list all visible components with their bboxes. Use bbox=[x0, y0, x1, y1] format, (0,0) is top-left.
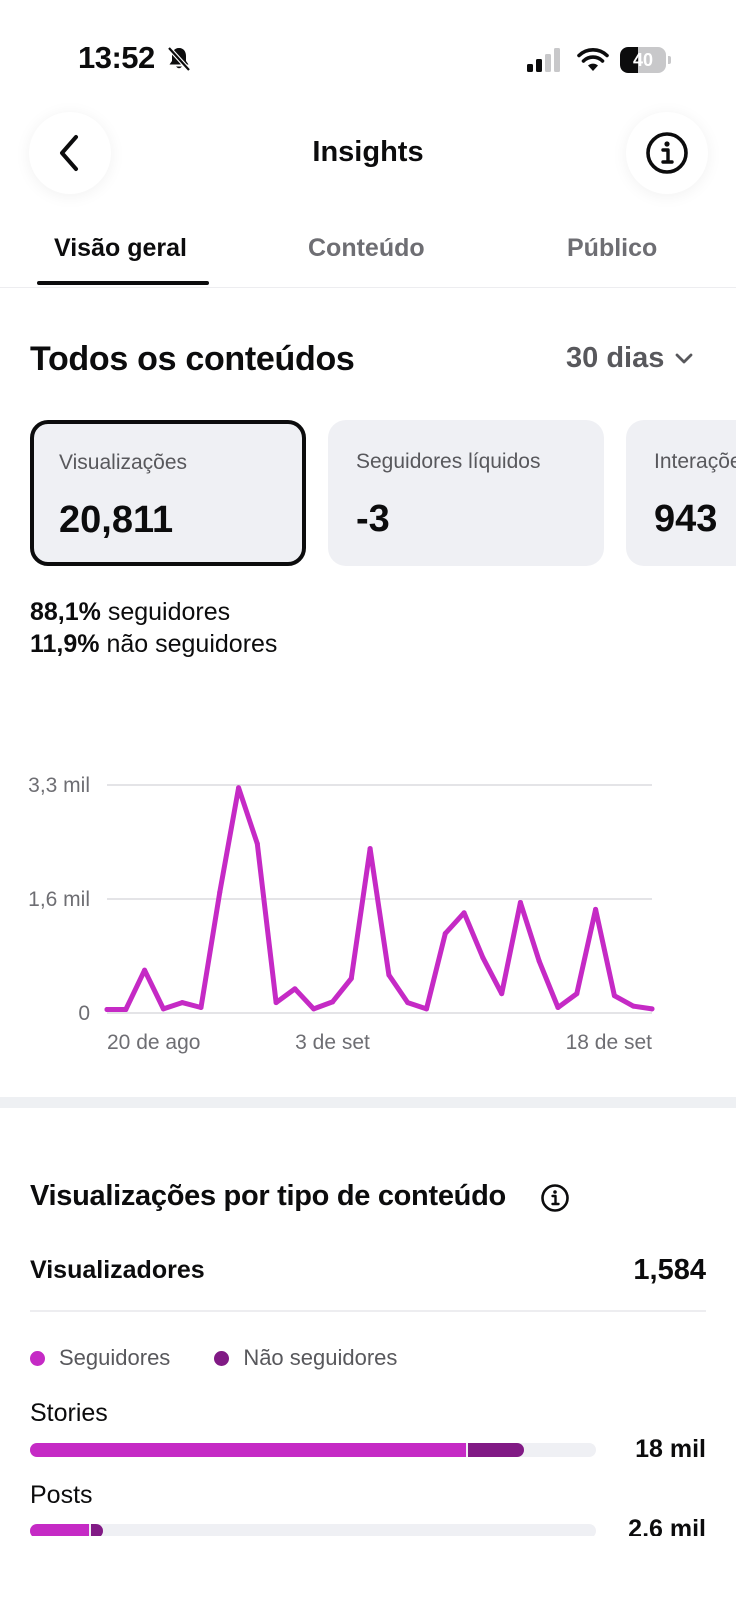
tab-audience[interactable]: Público bbox=[567, 234, 658, 262]
data-point bbox=[104, 1007, 110, 1013]
data-point bbox=[198, 1004, 204, 1010]
battery-icon: 40 bbox=[620, 47, 672, 73]
views-series-line bbox=[104, 785, 655, 1012]
data-point bbox=[536, 958, 542, 964]
info-icon bbox=[646, 132, 688, 174]
breakdown-followers: 88,1% seguidores bbox=[30, 598, 231, 626]
bell-muted-icon bbox=[167, 46, 191, 72]
data-point bbox=[273, 1000, 279, 1006]
section-title: Todos os conteúdos bbox=[30, 340, 355, 378]
y-tick-label: 1,6 mil bbox=[28, 888, 90, 911]
viewers-label: Visualizadores bbox=[30, 1256, 205, 1284]
bar-stories bbox=[30, 1443, 596, 1457]
row-value-stories: 18 mil bbox=[635, 1435, 706, 1463]
data-point bbox=[611, 993, 617, 999]
row-label-posts: Posts bbox=[30, 1481, 93, 1509]
legend-item-non-followers: Não seguidores bbox=[214, 1345, 397, 1371]
metric-label: Interações bbox=[654, 450, 736, 473]
bar-segment-followers bbox=[30, 1524, 90, 1538]
status-time: 13:52 bbox=[78, 40, 155, 75]
content-type-title: Visualizações por tipo de conteúdo bbox=[30, 1180, 506, 1212]
data-point bbox=[292, 986, 298, 992]
metric-card-interactions[interactable]: Interações 943 bbox=[626, 420, 736, 566]
legend-dot bbox=[30, 1350, 45, 1366]
data-point bbox=[423, 1006, 429, 1012]
metric-card-net-followers[interactable]: Seguidores líquidos -3 bbox=[328, 420, 604, 566]
data-point bbox=[142, 967, 148, 973]
tab-content[interactable]: Conteúdo bbox=[308, 234, 425, 262]
data-point bbox=[236, 785, 242, 791]
header: Insights bbox=[0, 108, 736, 200]
data-point bbox=[367, 846, 373, 852]
bar-segment-followers bbox=[30, 1443, 466, 1457]
data-point bbox=[123, 1007, 129, 1013]
data-point bbox=[442, 931, 448, 937]
y-tick-label: 0 bbox=[78, 1002, 90, 1025]
data-point bbox=[330, 999, 336, 1005]
section-divider bbox=[0, 1097, 736, 1108]
info-button[interactable] bbox=[626, 112, 708, 194]
info-icon[interactable] bbox=[540, 1183, 570, 1213]
battery-level bbox=[620, 47, 639, 73]
data-point bbox=[160, 1006, 166, 1012]
legend: Seguidores Não seguidores bbox=[30, 1343, 441, 1373]
period-label: 30 dias bbox=[566, 342, 665, 374]
bar-segment-non-followers bbox=[91, 1524, 103, 1538]
data-point bbox=[555, 1004, 561, 1010]
data-point bbox=[254, 841, 260, 847]
metric-value: 20,811 bbox=[59, 499, 174, 541]
viewers-value: 1,584 bbox=[633, 1254, 706, 1286]
chevron-down-icon bbox=[675, 353, 693, 363]
metric-label: Visualizações bbox=[59, 451, 188, 474]
data-point bbox=[217, 889, 223, 895]
metric-card-views[interactable]: Visualizações 20,811 bbox=[30, 420, 306, 566]
row-label-stories: Stories bbox=[30, 1399, 108, 1427]
data-point bbox=[386, 972, 392, 978]
x-tick-label: 20 de ago bbox=[107, 1031, 200, 1054]
status-bar: 13:52 40 bbox=[0, 0, 736, 120]
data-point bbox=[630, 1003, 636, 1009]
data-point bbox=[480, 955, 486, 961]
legend-label: Seguidores bbox=[59, 1345, 171, 1370]
legend-dot bbox=[214, 1350, 230, 1366]
data-point bbox=[517, 899, 523, 905]
back-button[interactable] bbox=[29, 112, 111, 194]
bar-segment-non-followers bbox=[467, 1443, 525, 1457]
data-point bbox=[593, 906, 599, 912]
data-point bbox=[348, 975, 354, 981]
page-title: Insights bbox=[312, 136, 424, 168]
signal-icon bbox=[527, 48, 560, 72]
x-tick-label: 3 de set bbox=[295, 1031, 370, 1054]
metric-label: Seguidores líquidos bbox=[356, 450, 541, 473]
data-point bbox=[574, 991, 580, 997]
data-point bbox=[499, 991, 505, 997]
active-tab-indicator bbox=[37, 281, 209, 285]
data-point bbox=[311, 1006, 317, 1012]
tab-overview[interactable]: Visão geral bbox=[54, 234, 187, 262]
chevron-left-icon bbox=[60, 135, 78, 171]
metric-value: -3 bbox=[356, 498, 390, 540]
audience-breakdown: 88,1% seguidores 11,9% não seguidores bbox=[30, 596, 277, 660]
x-tick-label: 18 de set bbox=[566, 1031, 653, 1054]
wifi-icon bbox=[577, 48, 609, 71]
legend-label: Não seguidores bbox=[243, 1345, 398, 1370]
period-dropdown[interactable]: 30 dias bbox=[566, 342, 694, 375]
views-line-chart: 0 1,6 mil 3,3 mil 20 de ago 3 de set 18 de se… bbox=[28, 774, 655, 1054]
metric-value: 943 bbox=[654, 498, 718, 540]
breakdown-non-followers: 11,9% não seguidores bbox=[30, 630, 278, 658]
battery-percent: 40 bbox=[632, 50, 654, 70]
data-point bbox=[405, 1000, 411, 1006]
data-point bbox=[649, 1006, 655, 1012]
bar-posts bbox=[30, 1524, 596, 1538]
y-tick-label: 3,3 mil bbox=[28, 774, 90, 797]
divider bbox=[30, 1310, 706, 1312]
tab-bar: Visão geral Conteúdo Público bbox=[0, 226, 736, 288]
data-point bbox=[461, 910, 467, 916]
legend-item-followers: Seguidores bbox=[30, 1345, 170, 1371]
data-point bbox=[179, 1000, 185, 1006]
